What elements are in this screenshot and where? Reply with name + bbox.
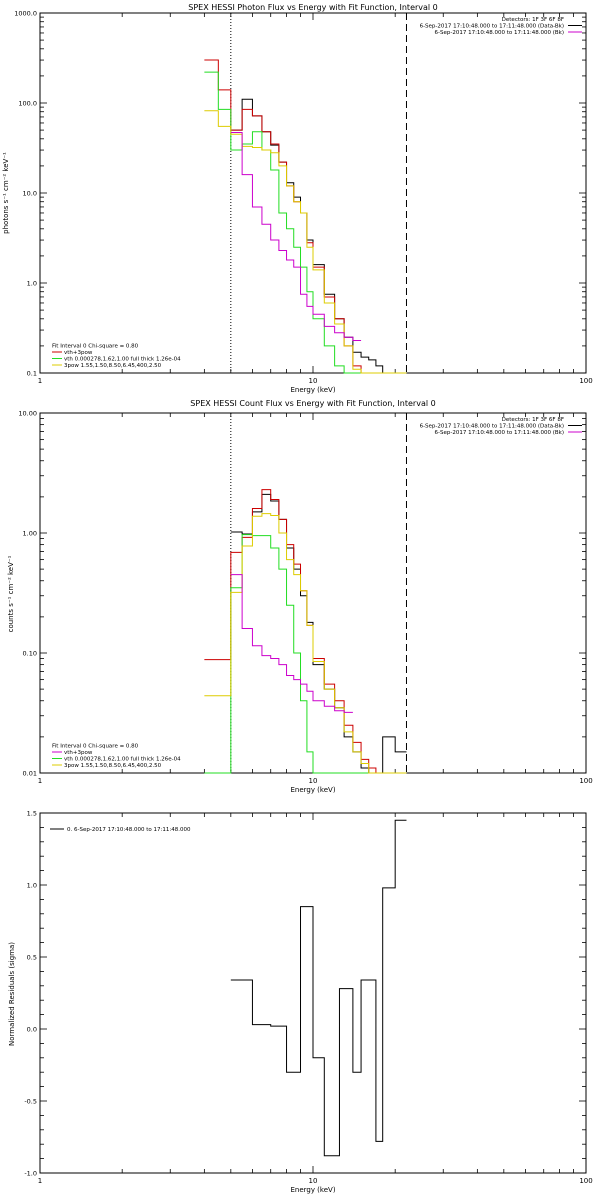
y-tick-label: 1.00 [23,530,37,538]
x-axis-label: Energy (keV) [290,786,335,794]
legend-entry-label: Detectors: 1F 3F 6F 8F [502,417,564,423]
legend-entry-label: 6-Sep-2017 17:10:48.000 to 17:11:48.000 … [435,30,565,36]
y-axis-label: photons s⁻¹ cm⁻² keV⁻¹ [2,152,10,234]
x-axis-label: Energy (keV) [290,386,335,394]
magenta-series-line [230,574,353,713]
yellow-series-line [204,513,407,774]
y-tick-label: 10.0 [23,190,37,198]
chart-title: SPEX HESSI Count Flux vs Energy with Fit… [190,399,435,408]
y-tick-label: 0.0 [27,1026,37,1034]
green-series-line [204,534,407,774]
y-tick-label: 1000.0 [14,10,37,18]
red-series-line [204,59,407,374]
x-tick-label: 10 [309,377,318,385]
x-tick-label: 1 [38,1177,42,1185]
residuals-panel: Energy (keV) Normalized Residuals (sigma… [8,810,593,1195]
legend-entry-label: 3pow 1.55,1.50,8.50,6.45,400,2.50 [64,363,162,369]
y-tick-label: 100.0 [18,100,37,108]
y-tick-label: -0.5 [24,1098,37,1106]
x-tick-label: 10 [309,1177,318,1185]
plot-frame [39,412,587,774]
y-axis-label: Normalized Residuals (sigma) [8,942,16,1046]
legend-entry-label: 6-Sep-2017 17:10:48.000 to 17:11:48.000 … [435,430,565,436]
residuals-line [230,819,407,1157]
magenta-series-line [230,132,362,341]
y-tick-label: 1.5 [27,810,37,818]
legend-entry-label: Detectors: 1F 3F 6F 8F [502,17,564,23]
y-tick-label: 1.0 [27,280,37,288]
legend-entry-label: vth+3pow [64,350,93,356]
legend-header: Fit Interval 0 Chi-square = 0.80 [52,744,139,750]
x-tick-label: 1 [38,377,42,385]
y-tick-label: 0.1 [27,370,37,378]
x-tick-label: 1 [38,777,42,785]
legend-entry-label: 3pow 1.55,1.50,8.50,6.45,400,2.50 [64,763,162,769]
y-tick-label: 1.0 [27,882,37,890]
legend-entry-label: 6-Sep-2017 17:10:48.000 to 17:11:48.000 … [420,424,564,430]
y-tick-label: 0.01 [23,770,37,778]
x-tick-label: 100 [579,1177,592,1185]
x-tick-label: 100 [579,377,592,385]
black-series-line [230,98,407,374]
yellow-series-line [204,110,407,374]
x-tick-label: 100 [579,777,592,785]
y-tick-label: 0.10 [23,650,37,658]
y-axis-label: counts s⁻¹ cm⁻² keV⁻¹ [7,555,15,632]
x-axis-label: Energy (keV) [290,1186,335,1194]
legend-entry-label: vth 0.000278,1.62,1.00 full thick 1.26e-… [64,357,181,363]
photon-flux-panel: SPEX HESSI Photon Flux vs Energy with Fi… [2,3,593,394]
legend-header: Fit Interval 0 Chi-square = 0.80 [52,344,139,350]
legend-entry-label: 0. 6-Sep-2017 17:10:48.000 to 17:11:48.0… [67,827,191,833]
chart-title: SPEX HESSI Photon Flux vs Energy with Fi… [188,3,438,12]
y-tick-label: 10.00 [18,410,37,418]
x-tick-label: 10 [309,777,318,785]
legend-entry-label: vth 0.000278,1.62,1.00 full thick 1.26e-… [64,757,181,763]
y-tick-label: -1.0 [24,1170,37,1178]
count-flux-panel: SPEX HESSI Count Flux vs Energy with Fit… [7,399,593,794]
y-tick-label: 0.5 [27,954,37,962]
legend-entry-label: vth+3pow [64,750,93,756]
green-series-line [204,71,407,374]
legend-entry-label: 6-Sep-2017 17:10:48.000 to 17:11:48.000 … [420,24,564,30]
